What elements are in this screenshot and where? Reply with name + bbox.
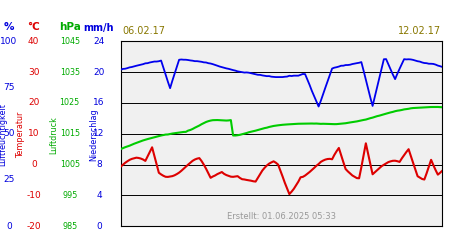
Text: %: % (4, 22, 14, 32)
Text: 1045: 1045 (60, 37, 80, 46)
Text: 12: 12 (93, 129, 105, 138)
Text: 1025: 1025 (59, 98, 80, 108)
Text: 100: 100 (0, 37, 18, 46)
Text: hPa: hPa (59, 22, 81, 32)
Text: Luftfeuchtigkeit: Luftfeuchtigkeit (0, 104, 7, 166)
Text: mm/h: mm/h (84, 22, 114, 32)
Text: Erstellt: 01.06.2025 05:33: Erstellt: 01.06.2025 05:33 (227, 212, 336, 221)
Text: 0: 0 (31, 160, 36, 169)
Text: 0: 0 (6, 222, 12, 231)
Text: -10: -10 (27, 191, 41, 200)
Text: 985: 985 (62, 222, 77, 231)
Text: 50: 50 (3, 129, 15, 138)
Text: 30: 30 (28, 68, 40, 76)
Text: 75: 75 (3, 83, 15, 92)
Text: -20: -20 (27, 222, 41, 231)
Text: 8: 8 (96, 160, 102, 169)
Text: 10: 10 (28, 129, 40, 138)
Text: 1005: 1005 (60, 160, 80, 169)
Text: 1035: 1035 (60, 68, 80, 76)
Text: 25: 25 (3, 176, 15, 184)
Text: Niederschlag: Niederschlag (89, 109, 98, 161)
Text: 995: 995 (62, 191, 77, 200)
Text: 0: 0 (96, 222, 102, 231)
Text: Temperatur: Temperatur (16, 112, 25, 158)
Text: 20: 20 (93, 68, 105, 76)
Text: 12.02.17: 12.02.17 (398, 26, 441, 36)
Text: 40: 40 (28, 37, 40, 46)
Text: °C: °C (27, 22, 40, 32)
Text: Luftdruck: Luftdruck (50, 116, 58, 154)
Text: 06.02.17: 06.02.17 (122, 26, 165, 36)
Text: 20: 20 (28, 98, 40, 108)
Text: 24: 24 (94, 37, 104, 46)
Text: 16: 16 (93, 98, 105, 108)
Text: 1015: 1015 (60, 129, 80, 138)
Text: 4: 4 (96, 191, 102, 200)
